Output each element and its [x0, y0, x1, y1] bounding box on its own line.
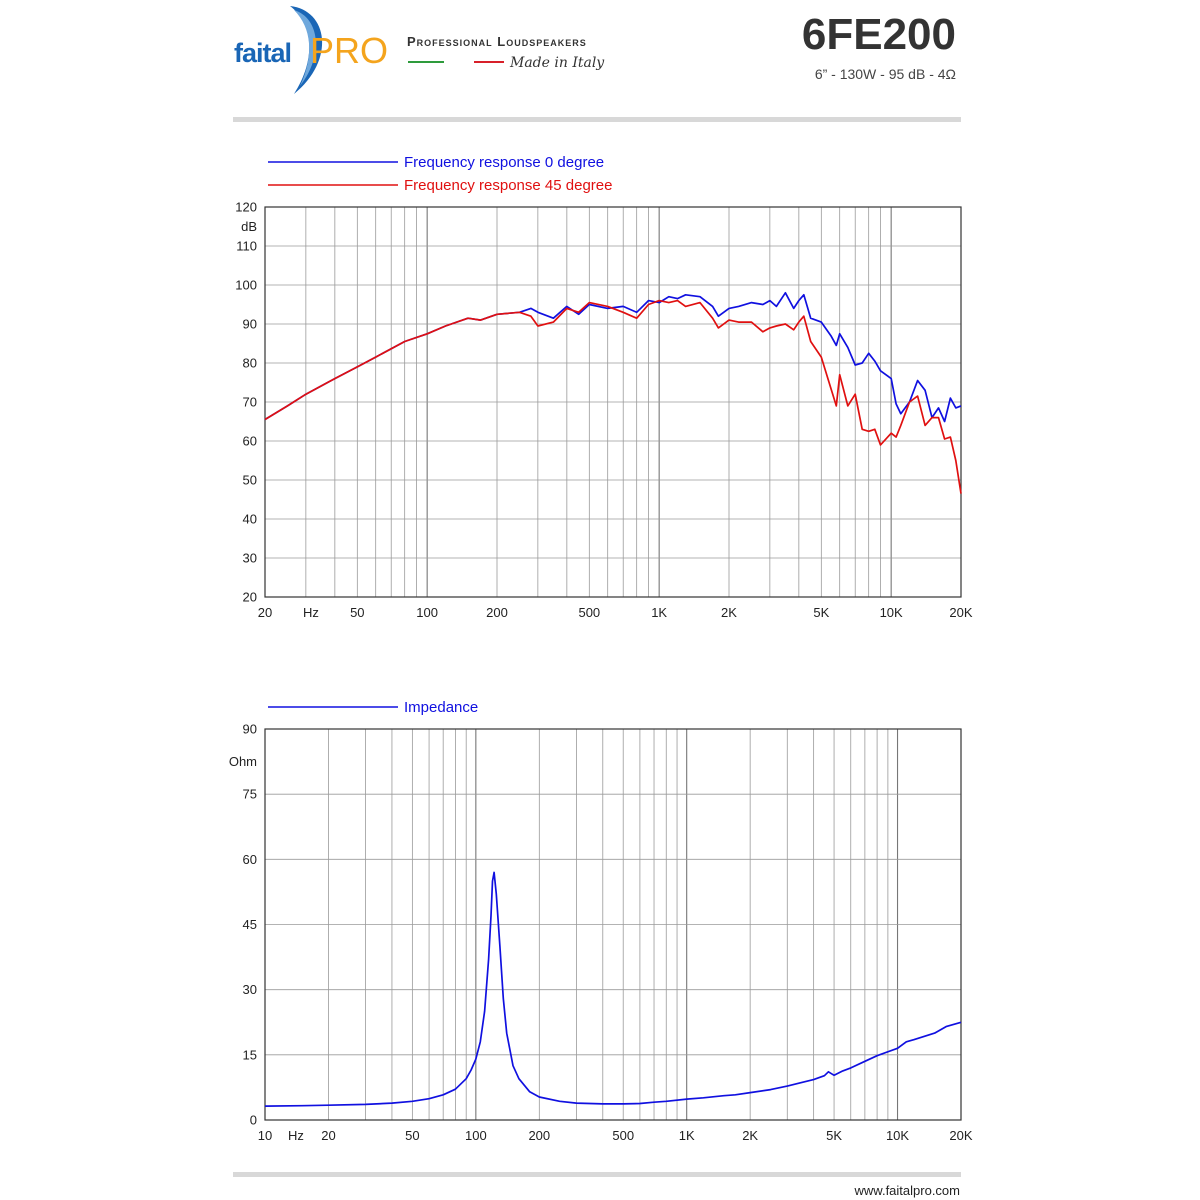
x-tick-label: 5K — [813, 605, 829, 620]
x-tick-label: 1K — [651, 605, 667, 620]
x-tick-label: 500 — [612, 1128, 634, 1143]
x-tick-label: 20 — [321, 1128, 335, 1143]
x-tick-label: 100 — [465, 1128, 487, 1143]
y-tick-label: 70 — [243, 395, 257, 410]
tagline: Professional Loudspeakers — [407, 34, 587, 49]
y-tick-label: 75 — [243, 787, 257, 802]
y-axis-unit-label: dB — [241, 219, 257, 234]
logo-faital-text: faital — [234, 38, 292, 68]
x-tick-label: 2K — [721, 605, 737, 620]
model-spec: 6” - 130W - 95 dB - 4Ω — [814, 66, 956, 82]
y-tick-label: 110 — [236, 239, 257, 254]
y-tick-label: 60 — [243, 434, 257, 449]
top-divider — [233, 117, 961, 122]
x-tick-label: 500 — [578, 605, 600, 620]
bottom-divider — [233, 1172, 961, 1177]
y-tick-label: 45 — [243, 917, 257, 932]
x-tick-label: 100 — [416, 605, 438, 620]
y-tick-label: 90 — [243, 722, 257, 737]
y-axis-unit-label: Ohm — [229, 754, 257, 769]
series-line-1 — [264, 871, 962, 1107]
x-tick-label: 10 — [258, 1128, 272, 1143]
website-link[interactable]: www.faitalpro.com — [854, 1183, 960, 1198]
y-tick-label: 50 — [243, 473, 257, 488]
x-tick-label: 5K — [826, 1128, 842, 1143]
series-line-2 — [264, 299, 962, 494]
plot-frame — [264, 206, 962, 598]
made-in-italy: Made in Italy — [510, 55, 605, 71]
y-tick-label: 20 — [243, 590, 257, 605]
faitalpro-logo: faital PRO — [228, 0, 398, 100]
x-tick-label: 50 — [405, 1128, 419, 1143]
legend-label-1: Frequency response 0 degree — [404, 154, 604, 171]
x-tick-label: 50 — [350, 605, 364, 620]
x-tick-label: 20 — [258, 605, 272, 620]
y-tick-label: 30 — [243, 551, 257, 566]
header: faital PRO Professional Loudspeakers Mad… — [0, 0, 1200, 125]
y-tick-label: 15 — [243, 1047, 257, 1062]
x-tick-label: 20K — [949, 605, 972, 620]
legend-label-1: Impedance — [404, 699, 478, 716]
x-tick-label: 1K — [679, 1128, 695, 1143]
x-tick-label: 10K — [880, 605, 903, 620]
italy-red-line — [474, 61, 504, 63]
impedance-chart: 0 15 30 45 60 75 90 Ohm 10 20 50 100 200 500 1K 2K 5K 10K… — [229, 699, 973, 1143]
x-axis-unit-label: Hz — [303, 605, 319, 620]
y-tick-label: 60 — [243, 852, 257, 867]
plot-frame — [264, 728, 962, 1121]
legend-label-2: Frequency response 45 degree — [404, 177, 612, 194]
y-tick-label: 30 — [243, 982, 257, 997]
x-tick-label: 2K — [742, 1128, 758, 1143]
y-tick-label: 0 — [250, 1113, 257, 1128]
y-tick-label: 40 — [243, 512, 257, 527]
x-tick-label: 200 — [528, 1128, 550, 1143]
y-tick-label: 120 — [235, 200, 257, 215]
x-tick-label: 20K — [949, 1128, 972, 1143]
model-title: 6FE200 — [801, 10, 956, 59]
frequency-response-chart: 20 30 40 50 60 70 80 90 100 110 120 dB 20 50 100 200 500… — [235, 154, 973, 620]
swoosh-logo-icon — [290, 6, 323, 94]
x-axis-unit-label: Hz — [288, 1128, 304, 1143]
x-tick-label: 200 — [486, 605, 508, 620]
y-tick-label: 80 — [243, 356, 257, 371]
x-tick-label: 10K — [886, 1128, 909, 1143]
logo-pro-text: PRO — [310, 30, 389, 71]
y-tick-label: 100 — [235, 278, 257, 293]
italy-green-line — [408, 61, 444, 63]
y-tick-label: 90 — [243, 317, 257, 332]
